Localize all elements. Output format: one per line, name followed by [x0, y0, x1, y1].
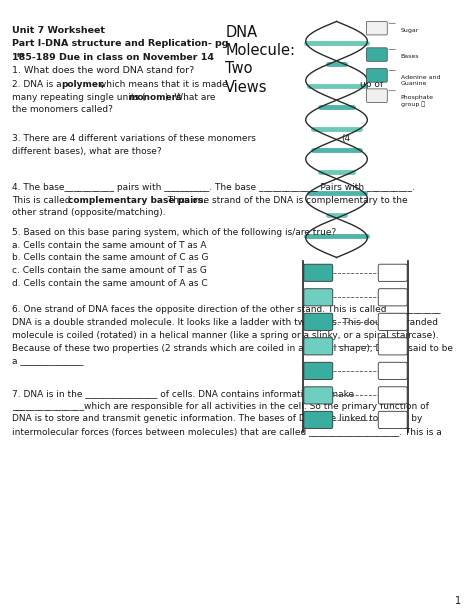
Text: Thus one strand of the DNA is complementary to the: Thus one strand of the DNA is complement… [165, 196, 408, 205]
FancyBboxPatch shape [378, 362, 407, 379]
Text: Views: Views [225, 80, 268, 94]
Text: Molecule:: Molecule: [225, 43, 295, 58]
Text: Two: Two [225, 61, 253, 76]
Text: molecule is coiled (rotated) in a helical manner (like a spring or a slinky, or : molecule is coiled (rotated) in a helica… [12, 331, 438, 340]
FancyBboxPatch shape [378, 387, 407, 404]
Text: Bases: Bases [401, 54, 419, 59]
Text: different bases), what are those?: different bases), what are those? [12, 147, 162, 156]
Text: 185-189 Due in class on November 14: 185-189 Due in class on November 14 [12, 53, 214, 62]
Text: Because of these two properties (2 strands which are coiled in a helical shape),: Because of these two properties (2 stran… [12, 343, 453, 352]
FancyBboxPatch shape [304, 362, 333, 379]
Text: 4. The base___________ pairs with __________. The base _____________ Pairs with : 4. The base___________ pairs with ______… [12, 183, 415, 192]
Text: monomers: monomers [128, 93, 182, 102]
FancyBboxPatch shape [378, 313, 407, 330]
Text: ________________which are responsible for all activities in the cell. So the pri: ________________which are responsible fo… [12, 402, 428, 411]
Text: 5. Based on this base paring system, which of the following is/are true?: 5. Based on this base paring system, whi… [12, 228, 336, 237]
FancyBboxPatch shape [366, 21, 387, 35]
FancyBboxPatch shape [366, 48, 387, 61]
FancyBboxPatch shape [378, 338, 407, 355]
FancyBboxPatch shape [366, 69, 387, 82]
FancyBboxPatch shape [304, 411, 333, 428]
Text: a. Cells contain the same amount of T as A: a. Cells contain the same amount of T as… [12, 240, 206, 249]
Text: b. Cells contain the same amount of C as G: b. Cells contain the same amount of C as… [12, 254, 209, 262]
Text: d. Cells contain the same amount of A as C: d. Cells contain the same amount of A as… [12, 280, 208, 288]
Text: DNA is a double stranded molecule. It looks like a ladder with two sides. This d: DNA is a double stranded molecule. It lo… [12, 318, 438, 327]
FancyBboxPatch shape [378, 289, 407, 306]
Text: polymer,: polymer, [62, 80, 105, 89]
Text: th: th [17, 53, 24, 58]
Text: complementary base pairs.: complementary base pairs. [68, 196, 206, 205]
Text: ). What are: ). What are [165, 93, 216, 102]
FancyBboxPatch shape [304, 313, 333, 330]
Text: many repeating single units (: many repeating single units ( [12, 93, 146, 102]
Text: Adenine and
Guanine: Adenine and Guanine [401, 75, 440, 86]
Text: 2. DNA is a: 2. DNA is a [12, 80, 64, 89]
Text: up of: up of [360, 80, 383, 89]
FancyBboxPatch shape [378, 411, 407, 428]
Text: This is called: This is called [12, 196, 73, 205]
Text: the monomers called?: the monomers called? [12, 105, 113, 115]
Text: DNA is to store and transmit genetic information. The bases of DNA are linked to: DNA is to store and transmit genetic inf… [12, 414, 422, 424]
Text: Sugar: Sugar [401, 28, 419, 32]
Text: Part I-DNA structure and Replication- pg: Part I-DNA structure and Replication- pg [12, 39, 228, 48]
Text: which means that it is made: which means that it is made [96, 80, 228, 89]
FancyBboxPatch shape [378, 264, 407, 281]
Text: c. Cells contain the same amount of T as G: c. Cells contain the same amount of T as… [12, 267, 207, 275]
Text: 1. What does the word DNA stand for?: 1. What does the word DNA stand for? [12, 66, 194, 75]
FancyBboxPatch shape [304, 264, 333, 281]
FancyBboxPatch shape [304, 338, 333, 355]
Text: 3. There are 4 different variations of these monomers: 3. There are 4 different variations of t… [12, 134, 256, 143]
Text: (4: (4 [341, 134, 350, 143]
Text: Phosphate
group Ⓑ: Phosphate group Ⓑ [401, 95, 434, 107]
Text: other strand (opposite/matching).: other strand (opposite/matching). [12, 208, 165, 218]
FancyBboxPatch shape [304, 387, 333, 404]
Text: Unit 7 Worksheet: Unit 7 Worksheet [12, 26, 105, 35]
Text: a ______________: a ______________ [12, 357, 83, 365]
Text: DNA: DNA [225, 25, 257, 39]
Text: 6. One strand of DNA faces the opposite direction of the other stand. This is ca: 6. One strand of DNA faces the opposite … [12, 305, 440, 314]
FancyBboxPatch shape [304, 289, 333, 306]
Text: intermolecular forces (forces between molecules) that are called _______________: intermolecular forces (forces between mo… [12, 427, 442, 436]
Text: 7. DNA is in the ________________ of cells. DNA contains information to make: 7. DNA is in the ________________ of cel… [12, 389, 354, 398]
FancyBboxPatch shape [366, 89, 387, 102]
Text: 1: 1 [455, 596, 461, 606]
